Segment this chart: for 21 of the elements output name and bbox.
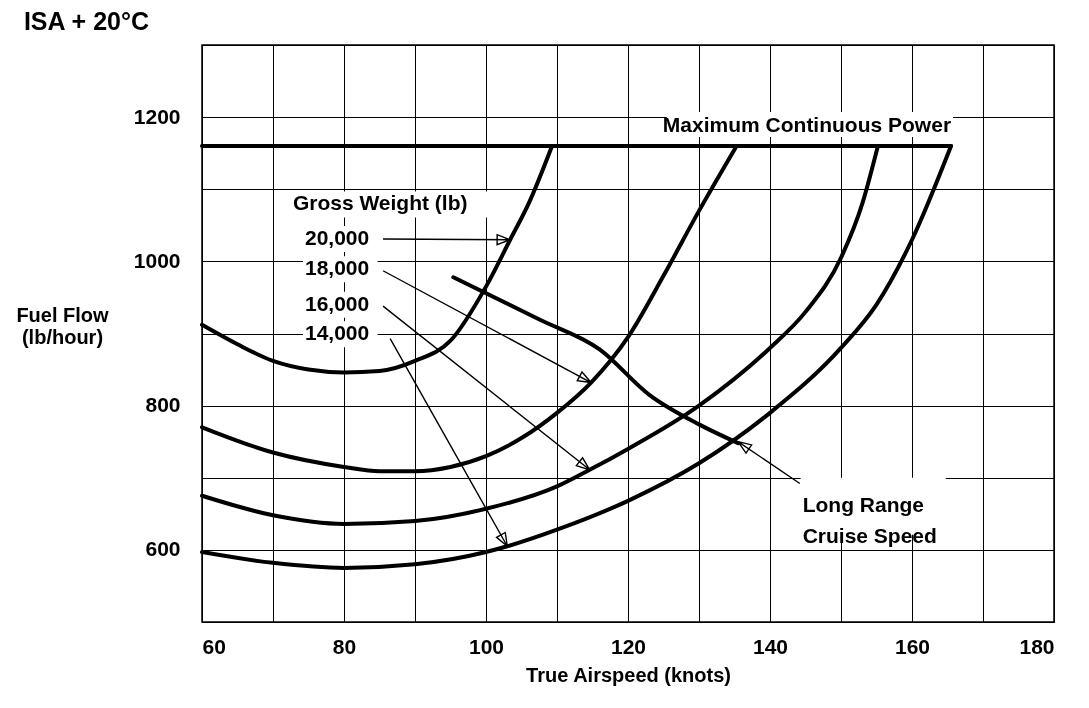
y-axis-title: Fuel Flow (lb/hour)	[16, 303, 110, 348]
x-tick-label: 160	[894, 634, 931, 658]
y-tick-label: 800	[145, 393, 181, 417]
annotation: Long Range Cruise Speed	[802, 492, 937, 547]
annotation: 14,000	[304, 321, 370, 345]
x-tick-label: 180	[1019, 634, 1055, 658]
annotation: 20,000	[304, 226, 370, 250]
series-label: Maximum Continuous Power	[662, 112, 952, 136]
y-tick-label: 1200	[133, 104, 181, 128]
y-tick-label: 600	[145, 537, 181, 561]
annotation: Gross Weight (lb)	[292, 191, 468, 215]
y-tick-label: 1000	[133, 248, 181, 272]
x-tick-label: 80	[332, 634, 357, 658]
x-axis-title: True Airspeed (knots)	[526, 663, 731, 686]
x-tick-label: 140	[752, 634, 789, 658]
annotation: 16,000	[304, 291, 370, 315]
chart-title: ISA + 20°C	[23, 7, 149, 35]
x-tick-label: 120	[610, 634, 647, 658]
x-tick-label: 100	[468, 634, 505, 658]
x-tick-label: 60	[202, 634, 226, 658]
annotation: 18,000	[304, 256, 370, 280]
